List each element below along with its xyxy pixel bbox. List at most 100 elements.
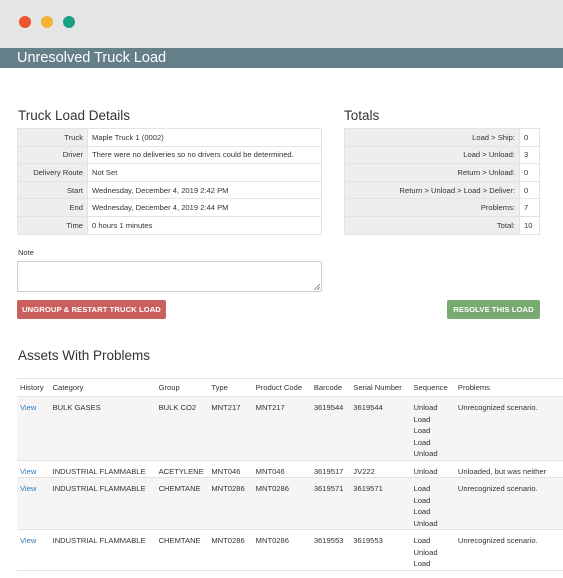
ungroup-restart-button[interactable]: UNGROUP & RESTART TRUCK LOAD [17,300,166,319]
sequence-cell: Unload [410,460,455,478]
type-cell: MNT217 [208,396,253,461]
sequence-cell: Load Unload Load [410,529,455,571]
assets-heading: Assets With Problems [18,348,151,363]
category-cell: INDUSTRIAL FLAMMABLE [49,460,156,478]
column-header[interactable]: History [17,378,50,397]
category-cell: BULK GASES [49,396,156,461]
details-value: Not Set [87,163,322,182]
column-header[interactable]: Product Code [252,378,311,397]
sequence-step: Unload [413,466,438,476]
serial-number-cell: 3619544 [350,396,411,461]
product-code-cell: MNT217 [252,396,311,461]
product-code-cell: MNT046 [252,460,311,478]
totals-value: 7 [519,198,540,217]
type-cell: MNT046 [208,460,253,478]
history-cell: View [17,396,50,461]
barcode-cell: 3619571 [310,477,351,530]
group-cell: CHEMTANE [155,477,209,530]
serial-number-cell: JV222 [350,460,411,478]
details-row: Truck Maple Truck 1 (0002) [17,128,322,147]
maximize-window-icon[interactable] [63,16,75,28]
view-history-link[interactable]: View [20,484,37,493]
category-cell: INDUSTRIAL FLAMMABLE [49,529,156,571]
sequence-cell: Load Load Load Unload [410,477,455,530]
history-cell: View [17,529,50,571]
truck-load-details-table: Truck Maple Truck 1 (0002) Driver There wer… [17,128,322,235]
page-title: Unresolved Truck Load [17,50,167,66]
problems-cell: Unrecognized scenario. [454,477,563,530]
product-code-cell: MNT0286 [252,477,311,530]
group-cell: BULK CO2 [155,396,209,461]
history-cell: View [17,477,50,530]
type-cell: MNT0286 [208,477,253,530]
column-header[interactable]: Problems [454,378,563,397]
totals-row: Total: 10 [344,215,540,235]
details-row: Start Wednesday, December 4, 2019 2:42 PM [17,180,322,200]
details-label: Truck [17,128,88,147]
table-row: View BULK GASES BULK CO2 MNT217 MNT217 361954… [17,396,563,461]
sequence-step: Unload [413,449,438,458]
details-value: There were no deliveries so no drivers c… [87,145,322,165]
totals-label: Problems: [344,198,520,217]
column-header[interactable]: Type [208,378,253,397]
barcode-cell: 3619553 [310,529,351,571]
details-value: Wednesday, December 4, 2019 2:44 PM [87,198,322,217]
problems-cell: Unloaded, but was neither [454,460,563,478]
serial-number-cell: 3619553 [350,529,411,571]
window-chrome [0,0,563,48]
sequence-step: Load [413,507,431,516]
totals-row: Return > Unload: 0 [344,163,540,182]
totals-label: Return > Unload > Load > Deliver: [344,180,520,200]
totals-value: 0 [519,128,540,147]
resize-handle-icon[interactable] [314,284,320,290]
barcode-cell: 3619544 [310,396,351,461]
sequence-step: Unload [413,403,438,412]
column-header[interactable]: Category [49,378,156,397]
column-header[interactable]: Barcode [310,378,351,397]
totals-row: Return > Unload > Load > Deliver: 0 [344,180,540,200]
details-value: Wednesday, December 4, 2019 2:42 PM [87,180,322,200]
details-label: Time [17,215,88,235]
sequence-cell: Unload Load Load Load Unload [410,396,455,461]
column-header[interactable]: Sequence [410,378,455,397]
note-label: Note [18,248,34,257]
table-row: View INDUSTRIAL FLAMMABLE CHEMTANE MNT0286 M… [17,477,563,530]
note-textarea[interactable] [17,261,322,292]
totals-value: 3 [519,145,540,165]
totals-label: Return > Unload: [344,163,520,182]
totals-label: Total: [344,215,520,235]
details-label: Delivery Route [17,163,88,182]
product-code-cell: MNT0286 [252,529,311,571]
resolve-load-button[interactable]: RESOLVE THIS LOAD [447,300,540,319]
details-row: Driver There were no deliveries so no dri… [17,145,322,165]
sequence-step: Load [413,437,431,447]
details-row: Time 0 hours 1 minutes [17,215,322,235]
column-header[interactable]: Group [155,378,209,397]
type-cell: MNT0286 [208,529,253,571]
view-history-link[interactable]: View [20,403,37,412]
group-cell: ACETYLENE [155,460,209,478]
problems-cell: Unrecognized scenario. [454,396,563,461]
details-label: Start [17,180,88,200]
problems-cell: Unrecognized scenario. [454,529,563,571]
sequence-step: Load [413,559,431,568]
view-history-link[interactable]: View [20,466,37,476]
close-window-icon[interactable] [19,16,31,28]
page-header: Unresolved Truck Load [0,48,563,68]
table-row: View INDUSTRIAL FLAMMABLE CHEMTANE MNT0286 M… [17,529,563,571]
totals-label: Load > Unload: [344,145,520,165]
details-row: End Wednesday, December 4, 2019 2:44 PM [17,198,322,217]
sequence-step: Unload [413,518,438,528]
minimize-window-icon[interactable] [41,16,53,28]
serial-number-cell: 3619571 [350,477,411,530]
totals-heading: Totals [344,108,380,123]
history-cell: View [17,460,50,478]
view-history-link[interactable]: View [20,536,37,545]
sequence-step: Load [413,484,431,493]
details-label: Driver [17,145,88,165]
sequence-step: Unload [413,547,438,557]
column-header[interactable]: Serial Number [350,378,411,397]
totals-value: 10 [519,215,540,235]
details-row: Delivery Route Not Set [17,163,322,182]
category-cell: INDUSTRIAL FLAMMABLE [49,477,156,530]
